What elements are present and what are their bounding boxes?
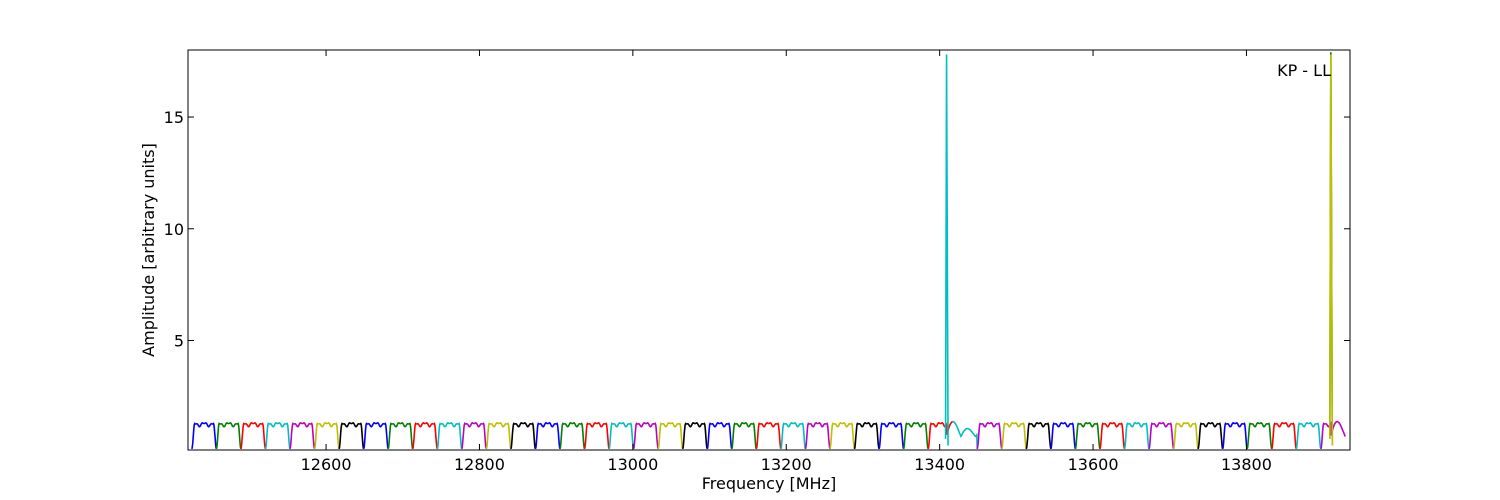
channel-series-line	[755, 422, 782, 450]
channel-series-line	[485, 422, 512, 450]
channel-series-line	[1221, 422, 1248, 450]
channel-series-line	[1271, 422, 1298, 450]
panel-annotation: KP - LL	[1277, 61, 1331, 80]
plot-frame	[187, 49, 1351, 451]
spike-line	[944, 54, 949, 446]
x-tick-label: 12800	[454, 455, 505, 474]
channel-series-line	[952, 420, 978, 449]
channel-series-line	[657, 422, 684, 450]
channel-series-line	[902, 422, 929, 450]
channel-series-line	[510, 422, 537, 450]
channel-series-line	[1148, 422, 1175, 450]
channel-series-line	[1320, 420, 1346, 450]
y-tick-label: 5	[174, 332, 184, 351]
channel-series-line	[608, 422, 635, 450]
channel-series-line	[731, 422, 758, 450]
channel-series-line	[559, 422, 586, 450]
y-axis-label: Amplitude [arbitrary units]	[139, 143, 158, 357]
channel-series-line	[240, 422, 267, 450]
x-tick-label: 13200	[761, 455, 812, 474]
channel-series-line	[878, 422, 905, 450]
channel-series-line	[927, 420, 953, 450]
x-tick-label: 13000	[607, 455, 658, 474]
channel-series-line	[534, 422, 561, 450]
x-tick-label: 13600	[1068, 455, 1119, 474]
y-tick-label: 15	[164, 108, 184, 127]
channel-series-line	[681, 422, 709, 450]
channel-series-line	[976, 422, 1003, 450]
channel-series-line	[387, 422, 414, 450]
channel-series-line	[1050, 422, 1077, 450]
channel-series-line	[1123, 422, 1150, 450]
channel-series-line	[1295, 422, 1322, 450]
channel-series-line	[583, 422, 610, 450]
channel-series-line	[1001, 422, 1028, 450]
channel-series-line	[804, 422, 831, 450]
channel-series-line	[191, 422, 218, 450]
channel-series-line	[1197, 422, 1224, 450]
channel-series-line	[1172, 422, 1199, 450]
channel-series-line	[436, 422, 463, 450]
channel-series-line	[1246, 422, 1273, 450]
channel-series-line	[829, 422, 856, 450]
x-tick-label: 13800	[1221, 455, 1272, 474]
channel-series-line	[1025, 422, 1052, 450]
spike-line	[1329, 54, 1334, 446]
channel-series-line	[780, 422, 807, 450]
channel-series-line	[706, 422, 733, 450]
channel-series-line	[313, 422, 340, 450]
channel-series-line	[853, 422, 880, 450]
channel-series-line	[215, 422, 242, 450]
channel-series-line	[632, 422, 659, 450]
y-tick-label: 10	[164, 220, 184, 239]
x-axis-ticks: 12600 12800 13000 13200 13400 13600 13800	[301, 50, 1272, 474]
channel-series-line	[264, 422, 291, 450]
x-tick-label: 12600	[301, 455, 352, 474]
channel-series-line	[338, 422, 365, 450]
x-axis-label: Frequency [MHz]	[702, 474, 836, 493]
channel-series-line	[289, 422, 316, 450]
channel-series-line	[1074, 422, 1101, 450]
channel-series-line	[362, 422, 389, 450]
y-axis-ticks: 5 10 15	[164, 108, 1350, 351]
plot-lines	[191, 52, 1346, 450]
channel-series-line	[1099, 422, 1126, 450]
channel-series-line	[461, 422, 488, 450]
x-tick-label: 13400	[914, 455, 965, 474]
channel-series-line	[411, 422, 439, 450]
